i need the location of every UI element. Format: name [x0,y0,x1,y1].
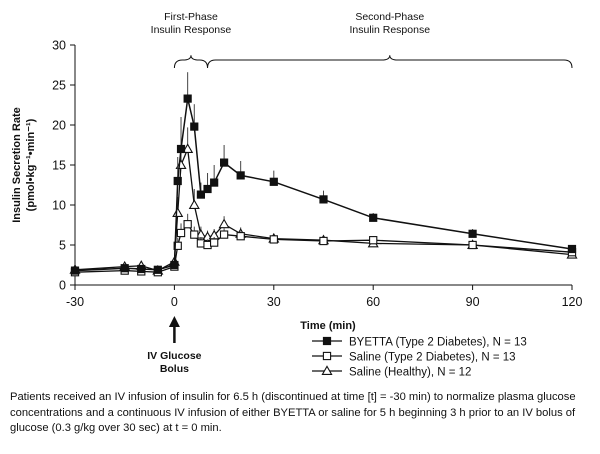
y-tick-label: 0 [59,279,66,293]
data-point [269,177,278,186]
bolus-label-line-2: Bolus [160,363,189,375]
data-point [137,264,146,274]
legend-item-open-square: Saline (Type 2 Diabetes), N = 13 [312,352,516,364]
data-point [70,266,80,275]
figure-caption: Patients received an IV infusion of insu… [10,391,576,434]
data-point [173,176,182,186]
data-point [210,238,219,247]
data-point [183,220,192,229]
legend-marker [322,336,332,346]
legend-item-open-triangle: Saline (Healthy), N = 12 [312,365,471,379]
data-point [203,184,212,194]
chart-figure: First-Phase Insulin Response Second-Phase I… [11,11,582,379]
legend: BYETTA (Type 2 Diabetes), N = 13 Saline (… [312,337,527,379]
data-point [220,158,229,167]
y-tick-label: 30 [52,39,66,53]
data-point [190,122,199,131]
data-point [210,178,219,187]
series-layer [69,72,578,277]
x-tick-label: 60 [366,295,380,309]
data-point [173,241,182,250]
data-point [218,218,230,229]
data-point [236,171,245,180]
data-point [120,264,129,273]
legend-marker [321,365,333,376]
x-tick-label: 120 [562,295,583,309]
second-phase-bracket [207,55,573,69]
data-point [182,143,194,153]
second-phase-label-line-2: Insulin Response [349,24,430,36]
data-point [176,144,186,154]
y-axis-label-line-2: (pmol•kg⁻¹•min⁻¹) [25,118,37,211]
data-point [170,260,179,270]
data-point [468,229,477,238]
x-tick-label: 0 [171,295,178,309]
x-axis-label: Time (min) [300,320,356,332]
data-point [196,190,206,199]
series-line [74,223,573,273]
data-point [369,236,378,245]
series-line [74,146,573,272]
legend-item-filled-square: BYETTA (Type 2 Diabetes), N = 13 [312,337,527,349]
x-tick-label: 90 [466,295,480,309]
y-tick-label: 15 [52,159,66,173]
legend-label: Saline (Healthy), N = 12 [349,367,471,379]
data-point [319,236,328,246]
y-tick-label: 20 [52,119,66,133]
data-point [188,199,200,209]
data-point [468,240,477,250]
data-point [269,235,278,244]
series-open-square [70,213,577,277]
legend-label: BYETTA (Type 2 Diabetes), N = 13 [349,337,527,349]
x-tick-label: -30 [66,295,84,309]
data-point [172,207,184,217]
first-phase-label-line-2: Insulin Response [151,24,232,36]
data-point [236,232,245,241]
x-tick-label: 30 [267,295,281,309]
y-axis-label: Insulin Secretion Rate (pmol•kg⁻¹•min⁻¹) [11,107,37,223]
bolus-label-line-1: IV Glucose [147,350,201,362]
legend-label: Saline (Type 2 Diabetes), N = 13 [349,352,516,364]
data-point [369,213,378,222]
data-point [219,230,229,239]
data-point [190,230,199,239]
legend-marker [322,351,332,361]
y-tick-label: 25 [52,79,66,93]
data-point [319,195,328,204]
second-phase-label-line-1: Second-Phase [355,11,424,23]
data-point [567,244,577,254]
first-phase-bracket [173,55,209,69]
first-phase-label-line-1: First-Phase [164,11,218,23]
data-point [176,228,186,238]
data-point [183,94,192,103]
series-filled-square [70,72,577,275]
bolus-arrow-head [168,316,180,327]
y-tick-label: 5 [59,239,66,253]
y-axis-label-line-1: Insulin Secretion Rate [11,107,23,223]
y-tick-label: 10 [52,199,66,213]
data-point [153,265,162,274]
